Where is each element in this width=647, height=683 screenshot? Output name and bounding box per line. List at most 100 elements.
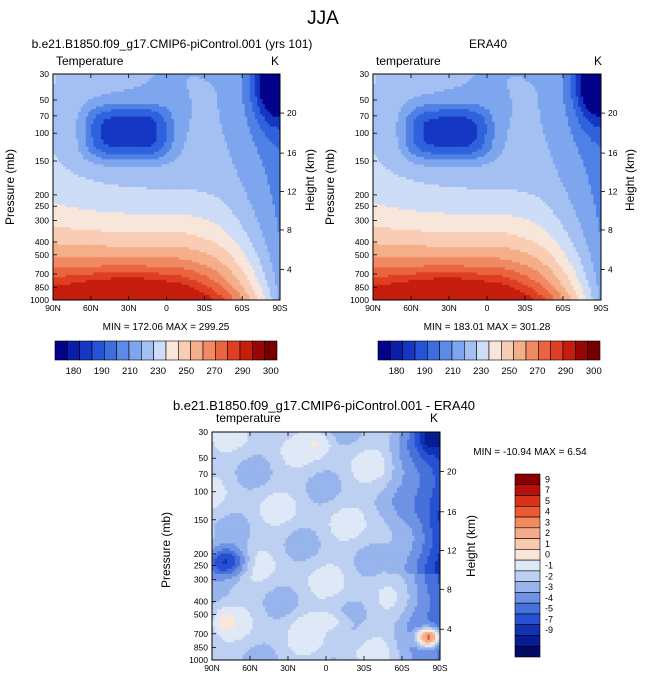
field-cell bbox=[216, 151, 221, 155]
field-cell bbox=[191, 164, 195, 168]
field-cell bbox=[189, 104, 193, 108]
field-cell bbox=[211, 109, 216, 113]
field-cell bbox=[216, 74, 221, 78]
field-cell bbox=[219, 187, 223, 191]
field-cell bbox=[133, 146, 137, 150]
field-cell bbox=[227, 151, 231, 155]
field-cell bbox=[194, 84, 198, 88]
field-cell bbox=[126, 121, 130, 125]
field-cell bbox=[153, 151, 158, 155]
field-cell bbox=[232, 76, 236, 80]
field-cell bbox=[199, 79, 203, 83]
field-cell bbox=[224, 181, 228, 186]
field-cell bbox=[55, 129, 59, 133]
field-cell bbox=[111, 209, 115, 213]
field-cell bbox=[123, 197, 127, 201]
field-cell bbox=[133, 126, 137, 130]
field-cell bbox=[171, 197, 175, 201]
field-cell bbox=[133, 174, 137, 178]
field-cell bbox=[249, 194, 253, 198]
field-cell bbox=[247, 187, 251, 191]
field-cell bbox=[174, 96, 178, 100]
field-cell bbox=[214, 194, 218, 198]
field-cell bbox=[151, 176, 155, 181]
field-cell bbox=[93, 192, 97, 196]
field-cell bbox=[179, 124, 183, 128]
field-cell bbox=[237, 192, 241, 196]
field-cell bbox=[143, 192, 147, 196]
field-cell bbox=[100, 91, 105, 95]
field-cell bbox=[252, 91, 256, 95]
field-cell bbox=[95, 161, 99, 165]
field-cell bbox=[136, 174, 140, 178]
field-cell bbox=[116, 209, 120, 213]
field-cell bbox=[277, 154, 280, 158]
field-cell bbox=[111, 169, 115, 173]
field-cell bbox=[216, 187, 221, 191]
field-cell bbox=[259, 171, 263, 176]
field-cell bbox=[216, 94, 221, 98]
field-cell bbox=[141, 146, 145, 150]
field-cell bbox=[221, 99, 226, 103]
field-cell bbox=[264, 121, 268, 125]
field-cell bbox=[219, 116, 223, 120]
field-cell bbox=[95, 76, 99, 80]
field-cell bbox=[148, 119, 152, 123]
field-cell bbox=[161, 159, 165, 163]
field-cell bbox=[153, 94, 158, 98]
field-cell bbox=[143, 189, 147, 193]
field-cell bbox=[65, 151, 69, 155]
field-cell bbox=[179, 129, 183, 133]
field-cell bbox=[146, 187, 150, 191]
field-cell bbox=[204, 124, 208, 128]
field-cell bbox=[277, 84, 280, 88]
field-cell bbox=[194, 89, 198, 93]
field-cell bbox=[146, 146, 150, 150]
field-cell bbox=[55, 181, 59, 186]
field-cell bbox=[73, 101, 77, 105]
field-cell bbox=[123, 101, 127, 105]
field-cell bbox=[249, 171, 253, 176]
field-cell bbox=[133, 151, 137, 155]
field-cell bbox=[111, 121, 115, 125]
field-cell bbox=[229, 189, 233, 193]
field-cell bbox=[163, 174, 168, 178]
field-cell bbox=[133, 199, 137, 203]
field-cell bbox=[75, 141, 79, 145]
field-cell bbox=[131, 174, 135, 178]
field-cell bbox=[133, 204, 137, 208]
field-cell bbox=[224, 204, 228, 208]
field-cell bbox=[100, 154, 105, 158]
field-cell bbox=[73, 79, 77, 83]
field-cell bbox=[237, 99, 241, 103]
field-cell bbox=[158, 116, 163, 120]
field-cell bbox=[257, 74, 261, 78]
field-cell bbox=[75, 156, 79, 160]
field-cell bbox=[232, 154, 236, 158]
field-cell bbox=[249, 141, 253, 145]
field-cell bbox=[257, 164, 261, 168]
field-cell bbox=[257, 171, 261, 176]
field-cell bbox=[148, 106, 152, 110]
field-cell bbox=[95, 116, 99, 120]
field-cell bbox=[262, 129, 266, 133]
field-cell bbox=[199, 126, 203, 130]
field-cell bbox=[148, 159, 152, 163]
field-cell bbox=[234, 149, 238, 153]
field-cell bbox=[90, 131, 94, 135]
field-cell bbox=[204, 114, 208, 118]
field-cell bbox=[118, 141, 122, 145]
field-cell bbox=[272, 197, 276, 201]
field-cell bbox=[166, 181, 170, 186]
field-cell bbox=[201, 174, 205, 178]
field-cell bbox=[166, 131, 170, 135]
field-cell bbox=[158, 184, 163, 188]
field-cell bbox=[204, 134, 208, 138]
field-cell bbox=[244, 207, 248, 211]
field-cell bbox=[274, 184, 279, 188]
field-cell bbox=[90, 184, 94, 188]
field-cell bbox=[151, 202, 155, 206]
field-cell bbox=[229, 134, 233, 138]
field-cell bbox=[103, 119, 107, 123]
field-cell bbox=[85, 204, 89, 208]
